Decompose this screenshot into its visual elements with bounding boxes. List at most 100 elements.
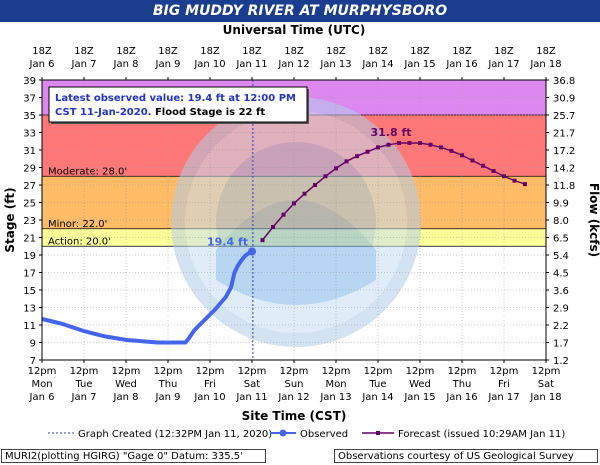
forecast-point [334, 166, 338, 171]
top-tick-date: Jan 6 [29, 59, 55, 70]
x-tick-time: 12pm [112, 366, 141, 377]
forecast-point [418, 141, 422, 145]
y2-tick-label: 2.9 [553, 304, 569, 315]
forecast-point [313, 183, 317, 187]
forecast-point [386, 142, 391, 147]
forecast-point [481, 163, 485, 168]
x-tick-time: 12pm [196, 366, 225, 377]
forecast-point [491, 169, 496, 173]
y-tick-label: 39 [23, 76, 36, 87]
y2-tick-label: 9.9 [553, 199, 569, 210]
bottom-axis-title: Site Time (CST) [242, 409, 347, 423]
forecast-point [302, 191, 307, 196]
x-tick-dow: Sat [244, 379, 260, 390]
top-tick-date: Jan 16 [445, 59, 477, 70]
top-axis-title: Universal Time (UTC) [223, 23, 366, 37]
x-tick-time: 12pm [28, 366, 57, 377]
axes: Universal Time (UTC) Site Time (CST) Stage… [3, 23, 600, 440]
top-tick-date: Jan 8 [113, 59, 139, 70]
y2-tick-label: 1.7 [553, 339, 569, 350]
y2-tick-label: 5.4 [553, 251, 569, 262]
forecast-point [292, 201, 296, 206]
x-tick-dow: Fri [204, 379, 216, 390]
x-tick-dow: Wed [409, 379, 431, 390]
top-tick-date: Jan 14 [361, 59, 393, 70]
y-tick-label: 37 [23, 94, 36, 105]
observed-last-point [248, 247, 256, 256]
x-tick-dow: Thu [158, 379, 178, 390]
x-tick-dow: Thu [452, 379, 472, 390]
x-tick-dow: Sat [538, 379, 554, 390]
observed-line [41, 249, 253, 345]
y2-tick-label: 1.2 [553, 356, 569, 367]
forecast-point [376, 145, 380, 150]
top-tick-date: Jan 9 [155, 59, 181, 70]
forecast-point [365, 149, 370, 154]
y2-tick-label: 17.2 [553, 146, 575, 157]
y2-tick-label: 30.9 [553, 94, 575, 105]
x-tick-date: Jan 6 [29, 392, 55, 403]
datum-footer: MURI2(plotting HGIRG) "Gage 0" Datum: 33… [1, 449, 266, 463]
y2-tick-label: 11.8 [553, 181, 575, 192]
forecast-point [281, 212, 286, 217]
x-tick-date: Jan 7 [71, 392, 97, 403]
y-tick-label: 19 [23, 251, 36, 262]
forecast-point [397, 141, 401, 145]
forecast-point [512, 178, 517, 183]
x-tick-date: Jan 14 [361, 392, 393, 403]
y-tick-label: 21 [23, 234, 36, 245]
noaa-watermark [171, 97, 421, 347]
y2-tick-label: 14.2 [553, 164, 575, 175]
top-tick-time: 18Z [410, 46, 430, 57]
y-tick-label: 13 [23, 304, 36, 315]
latest-box-flood-stage: Flood Stage is 22 ft [151, 107, 265, 118]
top-tick-time: 18Z [32, 46, 52, 57]
forecast-point [502, 174, 506, 179]
x-tick-time: 12pm [280, 366, 309, 377]
x-tick-date: Jan 11 [235, 392, 267, 403]
y-tick-label: 33 [23, 129, 36, 140]
forecast-point [428, 142, 433, 147]
y-tick-label: 23 [23, 216, 36, 227]
x-tick-date: Jan 17 [487, 392, 519, 403]
courtesy-footer: Observations courtesy of US Geological S… [334, 449, 598, 463]
top-tick-date: Jan 13 [319, 59, 351, 70]
top-tick-time: 18Z [368, 46, 388, 57]
latest-observed-box [48, 86, 308, 123]
x-tick-time: 12pm [70, 366, 99, 377]
forecast-point [271, 225, 275, 229]
x-tick-time: 12pm [154, 366, 183, 377]
chart-title: BIG MUDDY RIVER AT MURPHYSBORO [0, 0, 600, 22]
y-tick-label: 25 [23, 199, 36, 210]
top-tick-time: 18Z [200, 46, 220, 57]
x-tick-date: Jan 10 [193, 392, 225, 403]
x-tick-date: Jan 9 [155, 392, 181, 403]
x-tick-dow: Tue [368, 379, 386, 390]
top-tick-date: Jan 11 [235, 59, 267, 70]
y2-tick-label: 25.7 [553, 111, 575, 122]
top-tick-time: 18Z [74, 46, 94, 57]
x-tick-date: Jan 15 [403, 392, 435, 403]
forecast-point [407, 141, 412, 145]
latest-box-date: CST 11-Jan-2020. [55, 107, 151, 118]
latest-box-line1: Latest observed value: 19.4 ft at 12:00 … [55, 93, 296, 104]
top-tick-date: Jan 17 [487, 59, 519, 70]
x-tick-time: 12pm [448, 366, 477, 377]
x-tick-time: 12pm [322, 366, 351, 377]
y2-tick-label: 6.5 [553, 234, 569, 245]
x-tick-date: Jan 16 [445, 392, 477, 403]
top-tick-time: 18Z [494, 46, 514, 57]
x-tick-time: 12pm [406, 366, 435, 377]
top-tick-date: Jan 7 [71, 59, 97, 70]
x-tick-dow: Mon [325, 379, 346, 390]
top-tick-time: 18Z [326, 46, 346, 57]
top-tick-time: 18Z [536, 46, 556, 57]
forecast-point [470, 158, 475, 163]
x-tick-dow: Wed [115, 379, 137, 390]
x-tick-date: Jan 13 [319, 392, 351, 403]
y-tick-label: 29 [23, 164, 36, 175]
left-axis-title: Stage (ft) [3, 187, 17, 252]
y-tick-label: 35 [23, 111, 36, 122]
x-tick-dow: Tue [74, 379, 92, 390]
x-tick-time: 12pm [490, 366, 519, 377]
